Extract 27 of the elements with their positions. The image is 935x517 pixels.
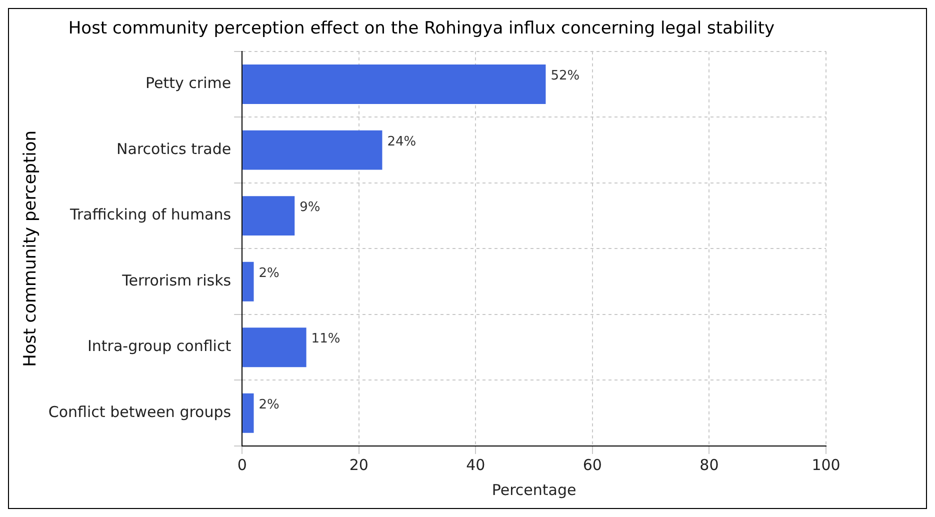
bar [242,64,546,104]
bar [242,393,254,433]
bar [242,262,254,302]
data-label: 2% [258,266,280,281]
bar [242,328,306,368]
bar [242,130,382,170]
y-tick-label: Narcotics trade [116,140,232,158]
y-tick-label: Petty crime [146,74,232,92]
y-tick-label: Intra-group conflict [87,337,232,356]
x-tick-label: 40 [466,456,486,474]
data-label: 2% [258,397,280,412]
x-axis-title: Percentage [492,480,576,499]
x-tick-label: 80 [700,456,719,474]
y-tick-label: Terrorism risks [121,271,232,290]
y-tick-label: Trafficking of humans [68,206,232,224]
data-label: 11% [311,332,340,347]
bar [242,196,295,236]
y-tick-label: Conflict between groups [48,403,232,422]
chart-title: Host community perception effect on the Rohingya influx concerning legal stability [68,18,775,39]
x-tick-label: 0 [237,456,247,474]
data-label: 24% [387,134,416,150]
x-tick-label: 100 [812,456,840,474]
x-tick-label: 20 [349,456,368,474]
x-tick-label: 60 [582,456,602,474]
data-label: 9% [300,200,320,216]
y-axis-title: Host community perception [20,130,41,367]
data-label: 52% [550,68,580,84]
